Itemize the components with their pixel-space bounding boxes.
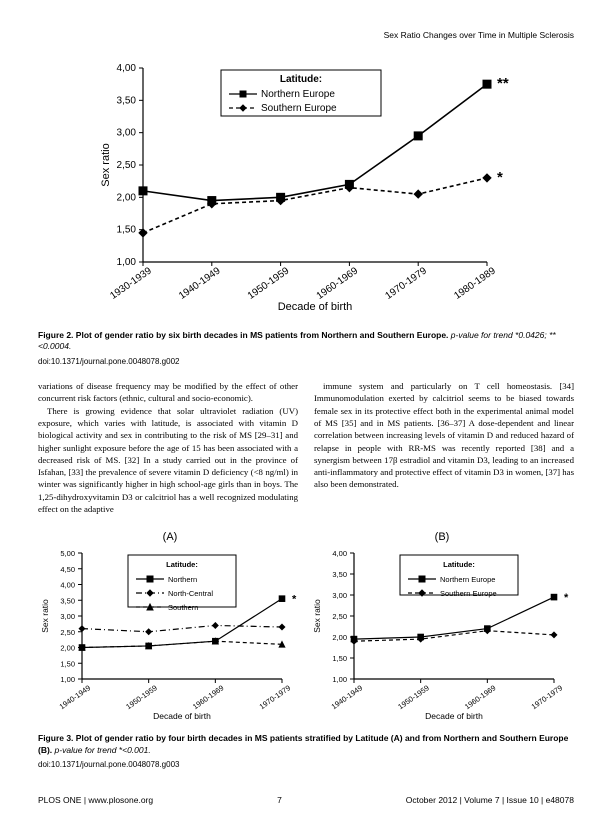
svg-text:1,00: 1,00 [332, 675, 347, 684]
panel-a-label: (A) [38, 531, 302, 543]
svg-text:3,00: 3,00 [332, 591, 347, 600]
svg-text:4,00: 4,00 [332, 549, 347, 558]
svg-text:1940-1949: 1940-1949 [330, 684, 365, 712]
svg-text:Decade of birth: Decade of birth [153, 711, 211, 721]
svg-text:1950-1959: 1950-1959 [124, 684, 159, 712]
svg-text:1,50: 1,50 [60, 660, 75, 669]
figure-2-doi: doi:10.1371/journal.pone.0048078.g002 [38, 357, 574, 366]
svg-text:Northern: Northern [168, 575, 197, 584]
svg-text:Southern Europe: Southern Europe [261, 103, 337, 114]
paragraph-2: There is growing evidence that solar ult… [38, 405, 298, 516]
figure-2-caption: Figure 2. Plot of gender ratio by six bi… [38, 330, 574, 353]
svg-text:1940-1949: 1940-1949 [177, 265, 223, 302]
svg-text:1970-1979: 1970-1979 [258, 684, 293, 712]
svg-text:2,00: 2,00 [117, 192, 137, 203]
svg-text:2,00: 2,00 [332, 633, 347, 642]
svg-text:3,00: 3,00 [60, 612, 75, 621]
svg-text:1940-1949: 1940-1949 [58, 684, 93, 712]
svg-text:3,50: 3,50 [117, 95, 137, 106]
svg-text:Latitude:: Latitude: [280, 74, 322, 85]
svg-text:Sex ratio: Sex ratio [100, 143, 112, 186]
svg-text:*: * [292, 594, 297, 606]
footer-right: October 2012 | Volume 7 | Issue 10 | e48… [406, 795, 574, 805]
figure-3-doi: doi:10.1371/journal.pone.0048078.g003 [38, 760, 574, 769]
svg-text:2,50: 2,50 [117, 160, 137, 171]
footer-left: PLOS ONE | www.plosone.org [38, 795, 153, 805]
svg-text:Sex ratio: Sex ratio [312, 599, 322, 633]
svg-text:4,00: 4,00 [117, 63, 137, 74]
svg-text:*: * [497, 169, 503, 186]
figure-3-caption: Figure 3. Plot of gender ratio by four b… [38, 733, 574, 756]
svg-text:Northern Europe: Northern Europe [440, 575, 495, 584]
svg-text:Southern: Southern [168, 603, 198, 612]
svg-text:Decade of birth: Decade of birth [425, 711, 483, 721]
svg-text:2,00: 2,00 [60, 644, 75, 653]
figure-2-caption-bold: Figure 2. Plot of gender ratio by six bi… [38, 330, 448, 340]
svg-text:Northern Europe: Northern Europe [261, 89, 335, 100]
figure-3b-chart: 1,00 1,50 2,00 2,50 3,00 3,50 4,00 1940-1949 195… [312, 545, 572, 725]
body-text: variations of disease frequency may be m… [38, 380, 574, 515]
svg-text:1970-1979: 1970-1979 [383, 265, 429, 302]
figure-3a-chart: 1,00 1,50 2,00 2,50 3,00 3,50 4,00 4,50 5,00 1940… [40, 545, 300, 725]
svg-text:1,50: 1,50 [332, 654, 347, 663]
svg-text:Latitude:: Latitude: [166, 560, 198, 569]
panel-b-label: (B) [310, 531, 574, 543]
svg-text:*: * [564, 592, 569, 604]
svg-text:1930-1939: 1930-1939 [108, 265, 154, 302]
svg-text:1970-1979: 1970-1979 [530, 684, 565, 712]
svg-text:5,00: 5,00 [60, 549, 75, 558]
paragraph-1: variations of disease frequency may be m… [38, 380, 298, 405]
svg-text:4,00: 4,00 [60, 581, 75, 590]
paragraph-3: immune system and particularly on T cell… [314, 380, 574, 491]
figure-3-caption-italic: p-value for trend *<0.001. [55, 745, 151, 755]
running-title: Sex Ratio Changes over Time in Multiple … [38, 30, 574, 40]
svg-text:3,50: 3,50 [60, 597, 75, 606]
page-footer: PLOS ONE | www.plosone.org 7 October 201… [38, 789, 574, 805]
svg-text:1980-1989: 1980-1989 [452, 265, 498, 302]
svg-text:3,50: 3,50 [332, 570, 347, 579]
svg-text:1,00: 1,00 [117, 257, 137, 268]
figure-2-chart: 1,00 1,50 2,00 2,50 3,00 3,50 4,00 1930-1939 194… [38, 56, 574, 316]
svg-text:1950-1959: 1950-1959 [396, 684, 431, 712]
footer-center: 7 [277, 795, 282, 805]
svg-text:2,50: 2,50 [60, 628, 75, 637]
figure-3-panels: (A) 1,00 1,50 2,00 2,50 3,00 3,50 4,00 4,50 5,00… [38, 531, 574, 725]
svg-text:4,50: 4,50 [60, 565, 75, 574]
svg-text:1950-1959: 1950-1959 [246, 265, 292, 302]
svg-text:Sex ratio: Sex ratio [40, 599, 50, 633]
svg-text:3,00: 3,00 [117, 128, 137, 139]
svg-text:1960-1969: 1960-1969 [463, 684, 498, 712]
svg-text:Decade of birth: Decade of birth [278, 301, 353, 313]
svg-text:1,50: 1,50 [117, 225, 137, 236]
svg-text:Latitude:: Latitude: [443, 560, 475, 569]
svg-text:1960-1969: 1960-1969 [315, 265, 361, 302]
svg-text:Southern Europe: Southern Europe [440, 589, 497, 598]
svg-text:1,00: 1,00 [60, 675, 75, 684]
svg-text:North-Central: North-Central [168, 589, 213, 598]
svg-text:2,50: 2,50 [332, 612, 347, 621]
svg-text:**: ** [497, 75, 509, 92]
svg-text:1960-1969: 1960-1969 [191, 684, 226, 712]
